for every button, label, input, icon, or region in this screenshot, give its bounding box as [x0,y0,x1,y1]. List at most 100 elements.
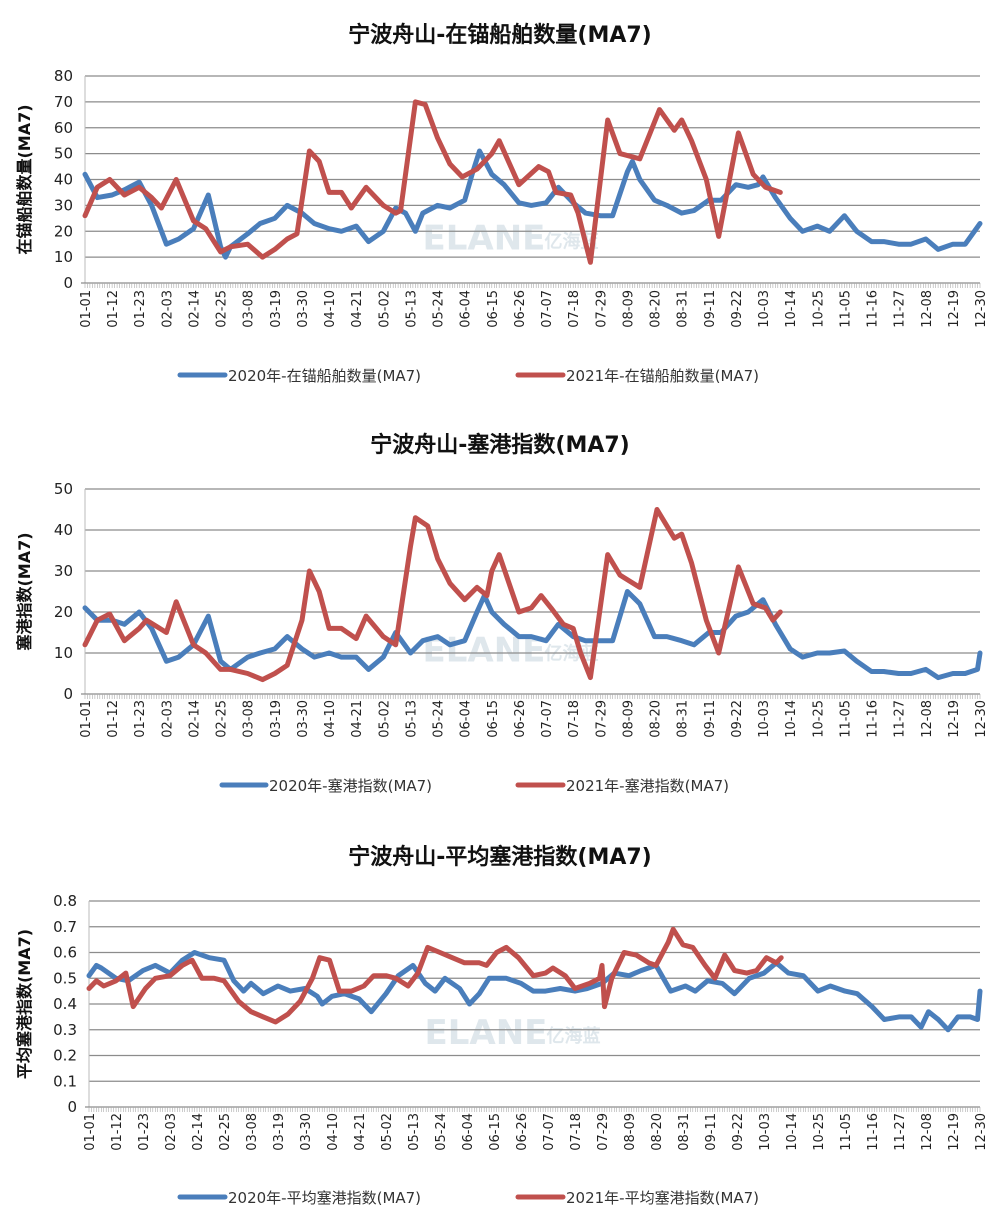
x-tick-label: 03-19 [269,700,284,738]
x-tick-label: 02-03 [160,290,175,328]
y-tick-label: 80 [54,67,73,85]
legend-label: 2020年-塞港指数(MA7) [269,777,432,795]
x-tick-label: 08-20 [650,1113,665,1151]
x-tick-label: 09-11 [703,700,718,738]
x-tick-label: 08-09 [621,290,636,328]
x-tick-label: 01-12 [106,700,121,738]
x-tick-label: 10-14 [784,290,799,328]
watermark-logo: ELANE [425,1013,548,1053]
x-axis-minor-ticks [84,283,981,288]
chart-title: 宁波舟山-在锚船舶数量(MA7) [348,22,651,48]
x-tick-label: 05-02 [377,290,392,328]
series-line-2021 [86,926,784,1025]
y-axis-title: 塞港指数(MA7) [15,532,34,650]
x-tick-label: 12-19 [947,700,962,738]
x-tick-label: 05-02 [380,1113,395,1151]
y-tick-label: 10 [54,644,73,662]
chart-title: 宁波舟山-平均塞港指数(MA7) [348,844,651,870]
y-axis-title: 在锚船舶数量(MA7) [15,104,34,254]
x-tick-label: 02-14 [187,700,202,738]
x-tick-label: 05-13 [404,700,419,738]
legend-label: 2020年-在锚船舶数量(MA7) [228,367,421,385]
x-tick-label: 09-11 [704,1113,719,1151]
x-tick-label: 03-30 [296,290,311,328]
x-tick-label: 12-30 [974,700,989,738]
x-tick-label: 06-15 [488,1113,503,1151]
x-tick-label: 04-10 [323,700,338,738]
x-tick-label: 07-07 [540,290,555,328]
y-tick-label: 0.2 [53,1047,77,1065]
x-tick-label: 07-18 [569,1113,584,1151]
x-tick-label: 10-03 [758,1113,773,1151]
x-tick-label: 05-24 [434,1113,449,1151]
x-axis-minor-ticks [88,1107,981,1112]
x-tick-label: 10-14 [785,1113,800,1151]
x-tick-label: 02-14 [187,290,202,328]
y-tick-label: 60 [54,119,73,137]
x-tick-label: 01-01 [79,700,94,738]
x-tick-label: 03-08 [242,700,257,738]
y-axis-title: 平均塞港指数(MA7) [15,929,34,1079]
y-tick-label: 0.3 [53,1021,77,1039]
chart-1: 宁波舟山-在锚船舶数量(MA7)ELANE 亿海蓝0102030405060708… [15,22,989,385]
x-tick-label: 05-13 [404,290,419,328]
x-tick-label: 07-18 [567,290,582,328]
x-tick-label: 06-26 [515,1113,530,1151]
x-tick-label: 09-11 [703,290,718,328]
x-tick-label: 08-09 [623,1113,638,1151]
y-tick-label: 0.5 [53,969,77,987]
x-tick-label: 07-29 [596,1113,611,1151]
x-tick-label: 08-20 [649,700,664,738]
y-tick-label: 0.7 [53,918,77,936]
y-tick-label: 0.8 [53,892,77,910]
x-tick-label: 09-22 [730,290,745,328]
x-axis-minor-ticks [84,694,981,699]
y-tick-label: 10 [54,248,73,266]
x-tick-label: 12-19 [947,290,962,328]
y-tick-label: 30 [54,196,73,214]
x-tick-label: 11-05 [839,1113,854,1151]
x-tick-label: 06-26 [513,700,528,738]
x-tick-label: 12-30 [974,1113,989,1151]
x-tick-label: 07-29 [594,290,609,328]
x-tick-label: 05-24 [432,290,447,328]
x-tick-label: 11-27 [893,700,908,738]
y-tick-label: 50 [54,145,73,163]
y-tick-label: 0 [67,1098,77,1116]
x-tick-label: 02-03 [160,700,175,738]
x-tick-label: 06-15 [486,700,501,738]
x-tick-label: 09-22 [731,1113,746,1151]
x-tick-label: 04-21 [353,1113,368,1151]
x-tick-label: 06-04 [459,290,474,328]
y-tick-label: 20 [54,222,73,240]
y-tick-label: 70 [54,93,73,111]
x-tick-label: 11-16 [866,290,881,328]
x-tick-label: 04-21 [350,700,365,738]
x-tick-label: 05-02 [377,700,392,738]
x-tick-label: 12-08 [920,700,935,738]
x-tick-label: 04-10 [323,290,338,328]
x-tick-label: 11-16 [866,700,881,738]
x-tick-label: 04-10 [326,1113,341,1151]
x-tick-label: 11-27 [893,290,908,328]
x-tick-label: 07-18 [567,700,582,738]
y-tick-label: 40 [54,521,73,539]
x-tick-label: 10-03 [757,700,772,738]
legend-label: 2020年-平均塞港指数(MA7) [228,1189,421,1207]
x-tick-label: 06-15 [486,290,501,328]
x-tick-label: 03-30 [299,1113,314,1151]
y-tick-label: 0.4 [53,995,77,1013]
series-line-2021 [82,507,783,683]
x-tick-label: 07-29 [594,700,609,738]
x-tick-label: 06-04 [461,1113,476,1151]
x-tick-label: 07-07 [540,700,555,738]
x-tick-label: 08-31 [677,1113,692,1151]
x-tick-label: 08-09 [621,700,636,738]
x-tick-label: 01-12 [106,290,121,328]
series-line-2020 [86,950,983,1033]
x-tick-label: 10-25 [812,1113,827,1151]
x-tick-label: 01-23 [133,700,148,738]
x-tick-label: 08-31 [676,700,691,738]
y-tick-label: 0 [63,685,73,703]
